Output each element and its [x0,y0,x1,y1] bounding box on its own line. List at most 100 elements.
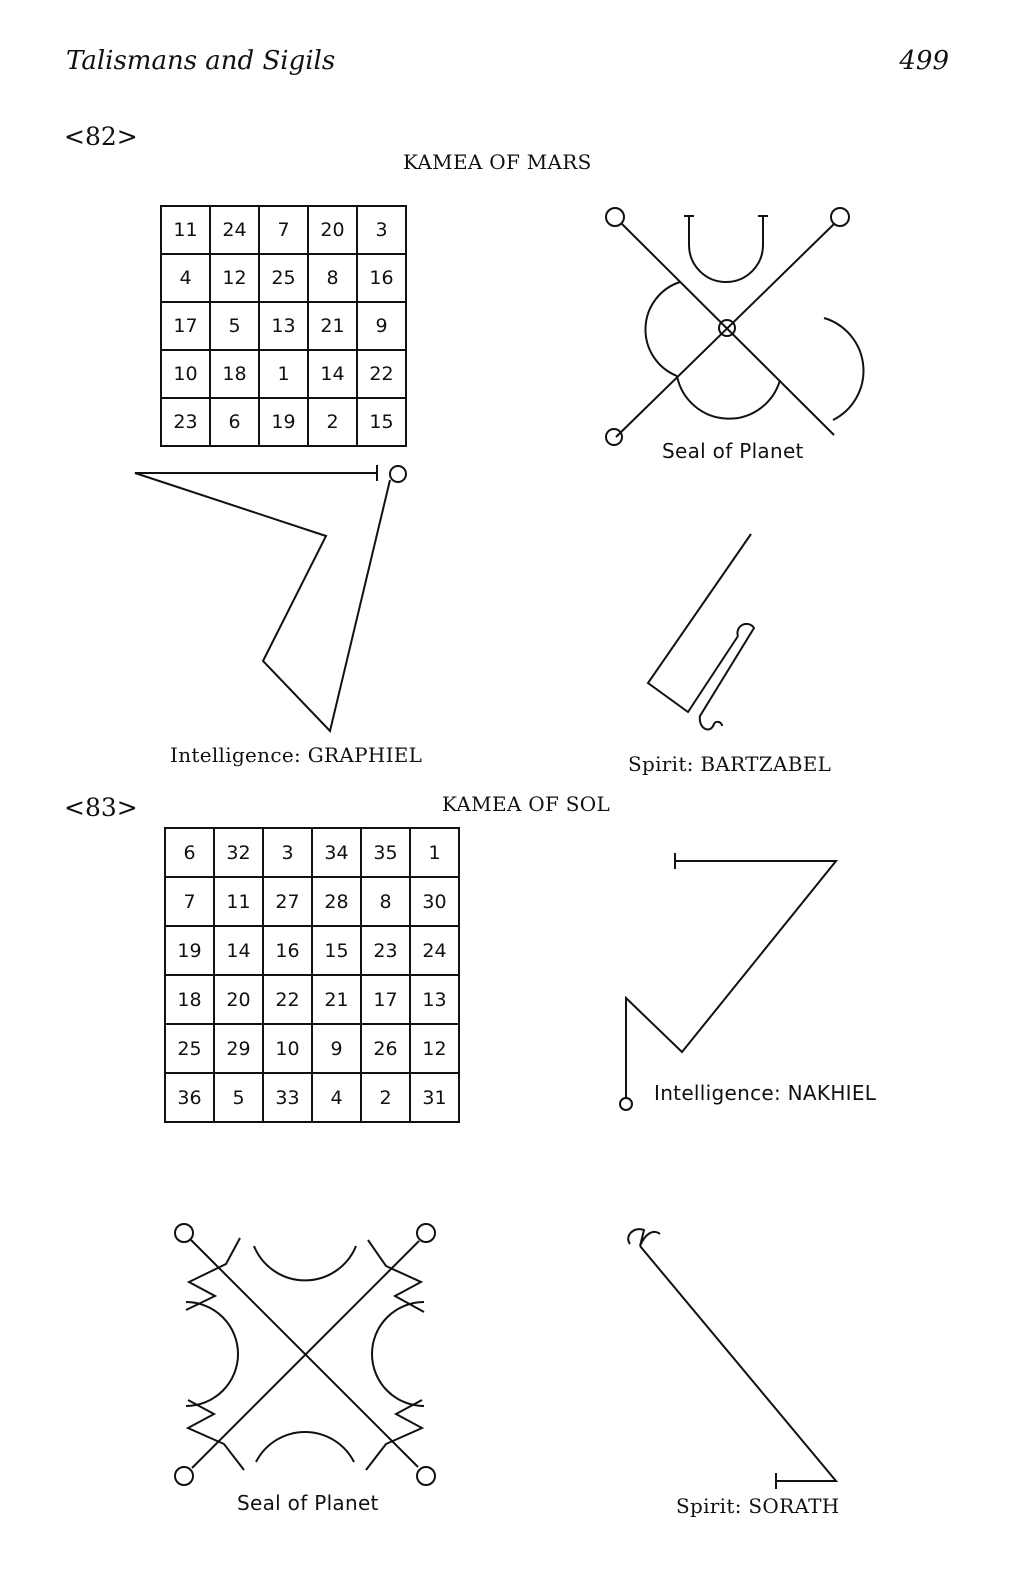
table-cell: 4 [311,1072,362,1123]
table-cell: 34 [311,827,362,878]
table-cell: 24 [409,925,460,976]
seal-right-arc [823,317,865,421]
table-cell: 5 [209,301,260,351]
table-cell: 10 [160,349,211,399]
nakhiel-label: Intelligence: NAKHIEL [654,1081,877,1105]
table-cell: 2 [307,397,358,447]
table-row: 7 11 27 28 8 30 [164,876,460,927]
table-cell: 2 [360,1072,411,1123]
table-cell: 6 [164,827,215,878]
table-cell: 25 [258,253,309,303]
table-cell: 15 [356,397,407,447]
table-cell: 8 [360,876,411,927]
table-cell: 1 [258,349,309,399]
seal-corner-wing [365,1399,425,1471]
nakhiel-sigil-line [625,860,839,1098]
sorath-sigil-figure [627,1228,839,1489]
seal-left-arc [644,281,681,377]
table-cell: 11 [160,205,211,255]
table-row: 25 29 10 9 26 12 [164,1023,460,1074]
table-cell: 9 [311,1023,362,1074]
table-cell: 25 [164,1023,215,1074]
seal-terminal-circle [830,207,850,227]
table-cell: 14 [213,925,264,976]
nakhiel-sigil-circle [619,1097,633,1111]
table-cell: 10 [262,1023,313,1074]
seal-terminal-circle [416,1466,436,1486]
kamea-of-sol-title: KAMEA OF SOL [442,792,611,816]
table-cell: 21 [307,301,358,351]
table-cell: 13 [258,301,309,351]
table-cell: 21 [311,974,362,1025]
table-cell: 23 [160,397,211,447]
table-cell: 1 [409,827,460,878]
bartzabel-label: Spirit: BARTZABEL [628,752,832,776]
table-cell: 29 [213,1023,264,1074]
seal-terminal-circle [416,1223,436,1243]
table-row: 4 12 25 8 16 [160,253,407,303]
kamea-of-mars-body: 11 24 7 20 3 4 12 25 8 16 17 5 13 21 9 10 1 8 1 14 22 23 6… [160,205,407,447]
table-row: 11 24 7 20 3 [160,205,407,255]
table-cell: 8 [307,253,358,303]
seal-corner-wing [185,1237,241,1311]
seal-bottom-arc [255,1430,355,1463]
kamea-of-sol-body: 6 32 3 34 35 1 7 11 27 28 8 30 19 14 16 15 23 24 18 20 22… [164,827,460,1123]
table-row: 17 5 13 21 9 [160,301,407,351]
table-cell: 13 [409,974,460,1025]
table-cell: 7 [164,876,215,927]
table-cell: 36 [164,1072,215,1123]
mars-seal-of-planet-label: Seal of Planet [662,439,804,463]
graphiel-sigil-line [134,472,391,734]
table-cell: 20 [307,205,358,255]
seal-top-arc [253,1245,357,1282]
table-cell: 9 [356,301,407,351]
running-head: Talismans and Sigils [66,46,336,76]
table-cell: 31 [409,1072,460,1123]
sorath-label: Spirit: SORATH [676,1494,840,1518]
sol-seal-of-planet-figure [174,1223,436,1486]
table-row: 19 14 16 15 23 24 [164,925,460,976]
table-cell: 4 [160,253,211,303]
table-cell: 33 [262,1072,313,1123]
bartzabel-sigil-line [646,533,752,714]
kamea-of-mars-title: KAMEA OF MARS [403,150,592,174]
table-cell: 17 [160,301,211,351]
table-cell: 26 [360,1023,411,1074]
table-cell: 20 [213,974,264,1025]
table-cell: 30 [409,876,460,927]
table-cell: 11 [213,876,264,927]
seal-terminal-circle [605,428,623,446]
kamea-of-mars-table: 11 24 7 20 3 4 12 25 8 16 17 5 13 21 9 10 1 8 1 14 22 23 6… [160,205,407,447]
seal-bottom-arc [676,375,781,420]
kamea-of-sol-table: 6 32 3 34 35 1 7 11 27 28 8 30 19 14 16 15 23 24 18 20 22… [164,827,460,1123]
table-cell: 14 [307,349,358,399]
table-cell: 27 [262,876,313,927]
seal-center-circle [718,319,736,337]
table-cell: 18 [164,974,215,1025]
table-cell: 32 [213,827,264,878]
table-cell: 3 [262,827,313,878]
sorath-sigil-hook [627,1228,661,1247]
nakhiel-sigil-figure [619,853,839,1111]
table-cell: 6 [209,397,260,447]
table-row: 6 32 3 34 35 1 [164,827,460,878]
table-cell: 15 [311,925,362,976]
seal-terminal-circle [174,1223,194,1243]
seal-diagonal-line [191,1240,420,1469]
table-cell: 12 [409,1023,460,1074]
sorath-sigil-line [639,1245,839,1489]
table-cell: 22 [356,349,407,399]
table-row: 23 6 19 2 15 [160,397,407,447]
figure-83-number: <83> [64,793,138,822]
table-cell: 35 [360,827,411,878]
table-cell: 7 [258,205,309,255]
graphiel-sigil-figure [134,465,407,734]
sol-seal-of-planet-label: Seal of Planet [237,1491,379,1515]
mars-seal-of-planet-figure [605,207,865,446]
seal-corner-wing [185,1399,245,1471]
seal-diagonal-line [621,223,835,436]
table-cell: 19 [164,925,215,976]
page-number: 499 [899,46,949,76]
table-cell: 12 [209,253,260,303]
